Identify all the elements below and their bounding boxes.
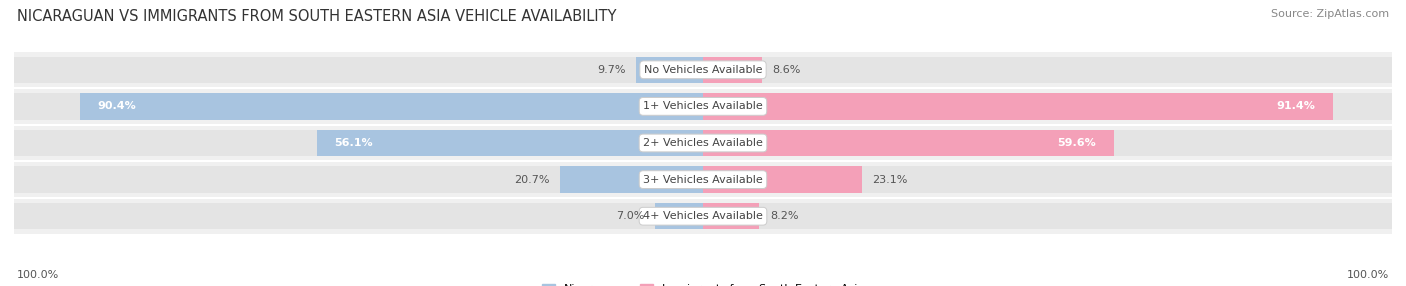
- Bar: [703, 130, 1114, 156]
- Bar: [703, 166, 1392, 193]
- Text: 100.0%: 100.0%: [17, 270, 59, 280]
- Bar: [655, 203, 703, 229]
- Text: 4+ Vehicles Available: 4+ Vehicles Available: [643, 211, 763, 221]
- Text: 7.0%: 7.0%: [616, 211, 644, 221]
- Bar: [561, 166, 703, 193]
- Text: NICARAGUAN VS IMMIGRANTS FROM SOUTH EASTERN ASIA VEHICLE AVAILABILITY: NICARAGUAN VS IMMIGRANTS FROM SOUTH EAST…: [17, 9, 616, 23]
- Text: 1+ Vehicles Available: 1+ Vehicles Available: [643, 102, 763, 111]
- Text: 100.0%: 100.0%: [1347, 270, 1389, 280]
- Text: No Vehicles Available: No Vehicles Available: [644, 65, 762, 75]
- Text: 20.7%: 20.7%: [515, 175, 550, 184]
- Legend: Nicaraguan, Immigrants from South Eastern Asia: Nicaraguan, Immigrants from South Easter…: [537, 279, 869, 286]
- Bar: [703, 57, 1392, 83]
- Bar: [316, 130, 703, 156]
- Bar: [636, 57, 703, 83]
- Bar: [703, 130, 1392, 156]
- Bar: [14, 51, 1392, 88]
- Bar: [14, 198, 1392, 235]
- Text: 8.6%: 8.6%: [772, 65, 801, 75]
- Text: 91.4%: 91.4%: [1277, 102, 1316, 111]
- Text: 56.1%: 56.1%: [333, 138, 373, 148]
- Text: 3+ Vehicles Available: 3+ Vehicles Available: [643, 175, 763, 184]
- Bar: [703, 203, 1392, 229]
- Bar: [703, 203, 759, 229]
- Text: 59.6%: 59.6%: [1057, 138, 1097, 148]
- Bar: [14, 203, 703, 229]
- Bar: [14, 88, 1392, 125]
- Bar: [703, 57, 762, 83]
- Bar: [14, 93, 703, 120]
- Bar: [14, 161, 1392, 198]
- Bar: [703, 93, 1392, 120]
- Text: Source: ZipAtlas.com: Source: ZipAtlas.com: [1271, 9, 1389, 19]
- Text: 8.2%: 8.2%: [770, 211, 799, 221]
- Text: 23.1%: 23.1%: [873, 175, 908, 184]
- Bar: [14, 166, 703, 193]
- Bar: [703, 93, 1333, 120]
- Text: 9.7%: 9.7%: [598, 65, 626, 75]
- Bar: [14, 130, 703, 156]
- Bar: [14, 57, 703, 83]
- Bar: [80, 93, 703, 120]
- Bar: [14, 125, 1392, 161]
- Bar: [703, 166, 862, 193]
- Text: 90.4%: 90.4%: [97, 102, 136, 111]
- Text: 2+ Vehicles Available: 2+ Vehicles Available: [643, 138, 763, 148]
